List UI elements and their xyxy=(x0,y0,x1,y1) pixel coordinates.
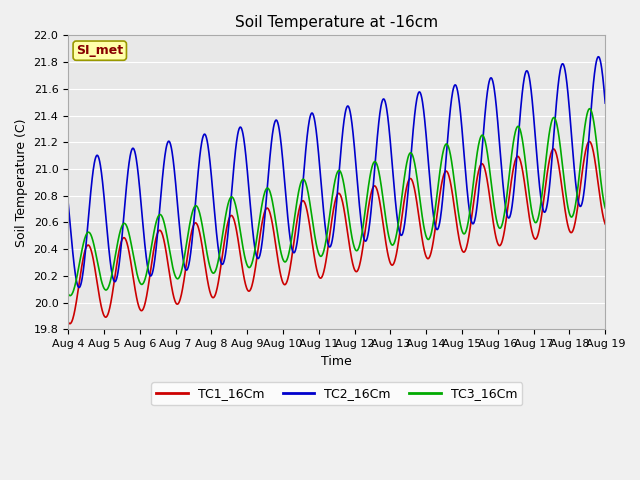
TC1_16Cm xyxy=(106,303,114,309)
TC2_16Cm xyxy=(75,285,83,290)
TC2_16Cm xyxy=(292,243,300,249)
Line: TC1_16Cm: TC1_16Cm xyxy=(68,142,605,324)
Y-axis label: Soil Temperature (C): Soil Temperature (C) xyxy=(15,118,28,247)
TC2_16Cm xyxy=(128,146,136,152)
TC3_16Cm xyxy=(128,245,136,251)
X-axis label: Time: Time xyxy=(321,355,352,368)
TC3_16Cm xyxy=(67,293,74,299)
TC1_16Cm xyxy=(292,222,300,228)
TC1_16Cm xyxy=(602,221,609,227)
Line: TC3_16Cm: TC3_16Cm xyxy=(68,108,605,296)
TC3_16Cm xyxy=(64,291,72,297)
TC1_16Cm xyxy=(371,183,378,189)
TC3_16Cm xyxy=(292,202,300,208)
TC2_16Cm xyxy=(371,172,378,178)
TC1_16Cm xyxy=(64,319,72,325)
TC1_16Cm xyxy=(314,268,321,274)
TC2_16Cm xyxy=(314,136,321,142)
TC2_16Cm xyxy=(595,54,602,60)
TC3_16Cm xyxy=(586,106,593,111)
TC2_16Cm xyxy=(602,100,609,106)
TC2_16Cm xyxy=(303,130,311,136)
Legend: TC1_16Cm, TC2_16Cm, TC3_16Cm: TC1_16Cm, TC2_16Cm, TC3_16Cm xyxy=(151,383,522,406)
Line: TC2_16Cm: TC2_16Cm xyxy=(68,57,605,288)
TC1_16Cm xyxy=(303,210,311,216)
Title: Soil Temperature at -16cm: Soil Temperature at -16cm xyxy=(235,15,438,30)
TC3_16Cm xyxy=(602,205,609,211)
Text: SI_met: SI_met xyxy=(76,44,124,57)
TC3_16Cm xyxy=(106,279,114,285)
TC1_16Cm xyxy=(66,321,74,326)
TC3_16Cm xyxy=(314,245,321,251)
TC2_16Cm xyxy=(106,257,114,263)
TC1_16Cm xyxy=(128,266,136,272)
TC1_16Cm xyxy=(586,139,593,144)
TC2_16Cm xyxy=(64,200,72,205)
TC3_16Cm xyxy=(371,159,378,165)
TC3_16Cm xyxy=(303,187,311,192)
